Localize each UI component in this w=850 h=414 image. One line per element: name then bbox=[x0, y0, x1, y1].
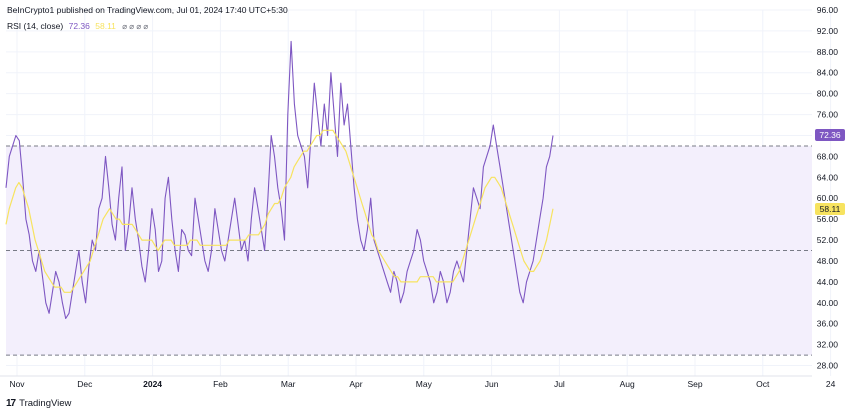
y-axis: 28.00 32.00 36.00 40.00 44.00 48.00 52.00 56.00… bbox=[817, 5, 839, 371]
y-tick-label: 32.00 bbox=[817, 340, 839, 350]
x-tick-label: Aug bbox=[620, 379, 635, 389]
y-tick-label: 56.00 bbox=[817, 214, 839, 224]
x-tick-label: 24 bbox=[826, 379, 836, 389]
y-tick-label: 84.00 bbox=[817, 68, 839, 78]
y-tick-label: 92.00 bbox=[817, 26, 839, 36]
ma-line bbox=[5, 129, 554, 293]
legend-rsi-value: 72.36 bbox=[68, 21, 90, 31]
y-tick-label: 88.00 bbox=[817, 47, 839, 57]
y-tick-label: 64.00 bbox=[817, 172, 839, 182]
y-tick-label: 44.00 bbox=[817, 277, 839, 287]
x-tick-label: Sep bbox=[687, 379, 702, 389]
tradingview-logo-icon: 17 bbox=[6, 398, 16, 409]
y-tick-label: 80.00 bbox=[817, 89, 839, 99]
x-tick-label: May bbox=[416, 379, 433, 389]
y-tick-label: 96.00 bbox=[817, 5, 839, 15]
y-tick-label: 36.00 bbox=[817, 319, 839, 329]
x-tick-label: Dec bbox=[77, 379, 93, 389]
footer-brand[interactable]: 17 TradingView bbox=[6, 398, 71, 409]
series-layer bbox=[5, 40, 554, 320]
y-tick-label: 40.00 bbox=[817, 298, 839, 308]
brand-name: TradingView bbox=[19, 398, 72, 409]
x-tick-label: 2024 bbox=[143, 379, 162, 389]
publisher-line: BeInCrypto1 published on TradingView.com… bbox=[7, 5, 288, 15]
y-tick-label: 52.00 bbox=[817, 235, 839, 245]
rsi-price-badge: 72.36 bbox=[815, 129, 845, 142]
legend-ma-value: 58.11 bbox=[95, 21, 116, 31]
x-tick-label: Jul bbox=[554, 379, 565, 389]
x-tick-label: Nov bbox=[9, 379, 25, 389]
x-tick-label: Apr bbox=[349, 379, 362, 389]
x-tick-label: Jun bbox=[485, 379, 499, 389]
y-tick-label: 68.00 bbox=[817, 151, 839, 161]
x-tick-label: Oct bbox=[756, 379, 770, 389]
rsi-line bbox=[5, 40, 554, 320]
legend-settings-icons[interactable]: ⌀ ⌀ ⌀ ⌀ bbox=[122, 22, 149, 31]
y-tick-label: 48.00 bbox=[817, 256, 839, 266]
x-tick-label: Mar bbox=[281, 379, 296, 389]
y-tick-label: 60.00 bbox=[817, 193, 839, 203]
y-tick-label: 76.00 bbox=[817, 110, 839, 120]
x-tick-label: Feb bbox=[213, 379, 228, 389]
x-axis: Nov Dec 2024 Feb Mar Apr May Jun Jul Aug Sep Oct 24 bbox=[9, 379, 835, 389]
y-tick-label: 28.00 bbox=[817, 361, 839, 371]
indicator-legend[interactable]: RSI (14, close) 72.36 58.11 ⌀ ⌀ ⌀ ⌀ bbox=[7, 21, 148, 31]
indicator-name: RSI (14, close) bbox=[7, 21, 64, 31]
ma-price-badge: 58.11 bbox=[815, 202, 845, 215]
